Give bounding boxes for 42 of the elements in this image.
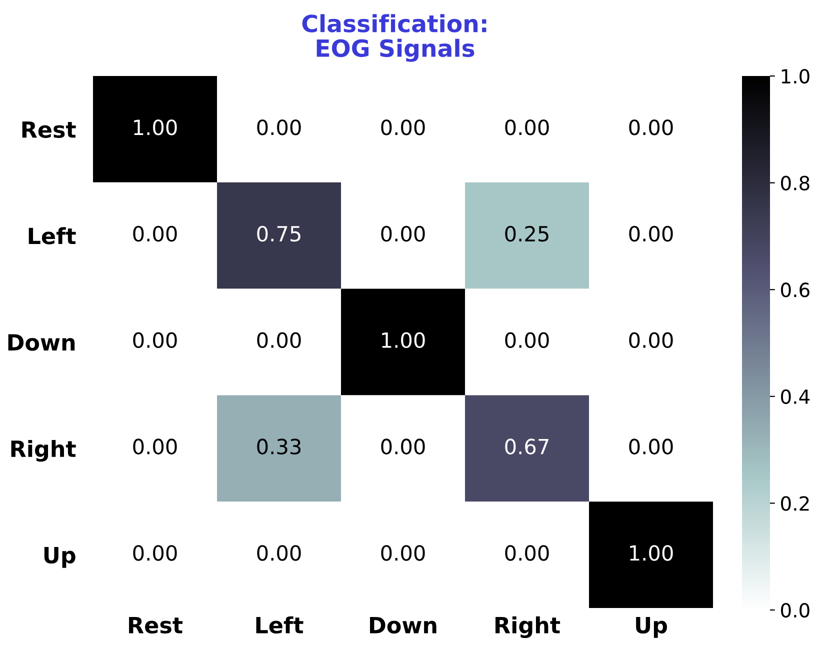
data-label: 1.00: [630, 545, 673, 561]
data-label: 0.00: [505, 332, 549, 348]
y-tick-label: Left: [28, 227, 76, 244]
data-label: 0.00: [381, 545, 425, 561]
color-bar-label: 0.6: [781, 282, 810, 298]
data-label: 0.67: [505, 438, 548, 454]
data-label: 1.00: [134, 119, 177, 136]
data-label: 0.00: [505, 545, 549, 561]
data-label: 0.00: [629, 438, 673, 454]
data-label: 0.00: [133, 332, 177, 348]
data-label: 0.00: [381, 226, 425, 242]
y-tick-label: Down: [8, 334, 75, 351]
data-label: 0.00: [629, 332, 673, 348]
x-tick-label: Left: [256, 616, 304, 634]
data-label: 1.00: [382, 332, 425, 348]
chart-title: Classification: EOG Signals: [302, 14, 486, 62]
color-bar-label: 1.0: [782, 68, 810, 84]
data-label: 0.00: [133, 226, 177, 242]
data-label: 0.00: [629, 119, 673, 136]
data-label: 0.00: [257, 119, 301, 136]
data-label: 0.00: [505, 119, 549, 136]
color-bar-label: 0.4: [781, 389, 810, 404]
x-tick-label: Rest: [129, 617, 183, 634]
x-tick-label: Right: [496, 616, 560, 638]
data-label: 0.00: [133, 545, 177, 561]
color-bar-label: 0.8: [781, 176, 810, 190]
color-bar-label: 0.0: [781, 602, 810, 618]
data-label: 0.00: [381, 119, 425, 136]
y-tick-label: Up: [44, 547, 76, 568]
y-tick-label: Rest: [22, 121, 76, 138]
data-label: 0.00: [381, 438, 425, 454]
y-tick-label: Right: [11, 440, 76, 462]
data-label: 0.00: [629, 226, 673, 242]
color-bar-label: 0.2: [781, 496, 809, 511]
data-label: 0.00: [257, 332, 301, 348]
data-label: 0.00: [133, 438, 177, 454]
x-tick-label: Up: [636, 617, 667, 638]
data-label: 0.25: [505, 226, 548, 242]
x-tick-label: Down: [370, 617, 436, 634]
data-label: 0.75: [257, 226, 300, 242]
data-label: 0.00: [257, 545, 301, 561]
data-label: 0.33: [257, 438, 301, 454]
